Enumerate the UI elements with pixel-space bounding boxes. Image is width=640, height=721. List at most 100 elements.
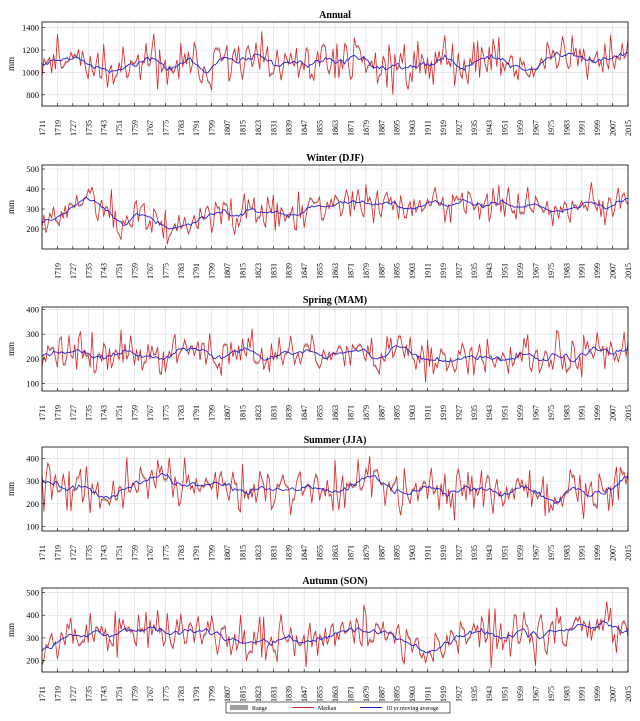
- x-tick-label: 1975: [547, 120, 556, 136]
- panel-2: Winter (DJF) 200 300 400 500 mm 1719 1727 1735 17…: [6, 153, 633, 279]
- x-tick-label: 1807: [223, 263, 232, 279]
- legend-label: Median: [318, 706, 336, 712]
- x-tick-label: 1823: [254, 405, 263, 421]
- x-tick-label: 1991: [578, 545, 587, 561]
- panel-5: Autumn (SON) 200 300 400 500 mm 1711 1719 1727 17…: [6, 576, 633, 702]
- x-tick-label: 1831: [269, 405, 278, 421]
- y-tick-label: 300: [26, 329, 39, 339]
- x-tick-label: 1999: [593, 120, 602, 136]
- x-tick-label: 1903: [408, 120, 417, 136]
- x-tick-label: 2015: [624, 120, 633, 136]
- x-tick-label: 2007: [609, 405, 618, 421]
- x-tick-label: 1935: [470, 120, 479, 136]
- x-tick-label: 1999: [593, 545, 602, 561]
- x-tick-label: 1871: [346, 545, 355, 561]
- x-tick-label: 1983: [562, 120, 571, 136]
- x-tick-label: 2007: [609, 263, 618, 279]
- x-tick-label: 1783: [177, 545, 186, 561]
- y-tick-label: 400: [26, 610, 39, 620]
- x-tick-label: 1895: [393, 545, 402, 561]
- x-tick-label: 1975: [547, 545, 556, 561]
- panel-title: Autumn (SON): [302, 576, 367, 587]
- y-tick-label: 100: [26, 379, 39, 389]
- x-tick-label: 2015: [624, 545, 633, 561]
- x-tick-label: 1711: [38, 405, 47, 421]
- x-tick-label: 1911: [424, 405, 433, 421]
- x-tick-label: 1911: [424, 120, 433, 136]
- panel-title: Annual: [319, 10, 351, 21]
- y-tick-label: 1200: [22, 45, 39, 55]
- x-tick-label: 1879: [362, 686, 371, 702]
- x-tick-label: 1847: [300, 405, 309, 421]
- x-tick-label: 1903: [408, 405, 417, 421]
- x-tick-label: 1759: [131, 120, 140, 136]
- x-tick-label: 1751: [115, 405, 124, 421]
- x-tick-label: 1919: [439, 545, 448, 561]
- y-tick-label: 200: [26, 354, 39, 364]
- x-tick-label: 1807: [223, 405, 232, 421]
- x-tick-label: 1783: [177, 405, 186, 421]
- panel-4: Summer (JJA) 100 200 300 400 mm 1711 1719 1727 17…: [6, 435, 633, 561]
- x-tick-label: 1823: [254, 120, 263, 136]
- x-tick-label: 1967: [531, 263, 540, 279]
- x-tick-label: 1927: [454, 263, 463, 279]
- legend-swatch-range: [230, 705, 248, 710]
- x-tick-label: 1999: [593, 686, 602, 702]
- x-tick-label: 1951: [501, 545, 510, 561]
- x-tick-label: 1959: [516, 686, 525, 702]
- x-tick-label: 1967: [531, 686, 540, 702]
- x-tick-label: 1927: [454, 405, 463, 421]
- x-tick-label: 1735: [84, 405, 93, 421]
- x-tick-label: 1719: [53, 405, 62, 421]
- y-tick-label: 500: [26, 164, 39, 174]
- x-tick-label: 1775: [161, 686, 170, 702]
- range-band: [42, 29, 628, 97]
- x-tick-label: 1935: [470, 263, 479, 279]
- x-tick-label: 1943: [485, 263, 494, 279]
- x-tick-label: 1951: [501, 120, 510, 136]
- x-tick-label: 1767: [146, 405, 155, 421]
- x-tick-label: 1711: [38, 545, 47, 561]
- x-tick-label: 1743: [100, 405, 109, 421]
- x-tick-label: 1791: [192, 120, 201, 136]
- x-tick-label: 1975: [547, 686, 556, 702]
- x-tick-label: 1887: [377, 263, 386, 279]
- x-tick-label: 1791: [192, 686, 201, 702]
- x-tick-label: 1751: [115, 263, 124, 279]
- x-tick-label: 1855: [316, 686, 325, 702]
- x-tick-label: 2007: [609, 120, 618, 136]
- x-tick-label: 1839: [285, 686, 294, 702]
- x-tick-label: 1863: [331, 545, 340, 561]
- median-line: [41, 601, 629, 668]
- x-tick-label: 1831: [269, 263, 278, 279]
- x-tick-label: 1999: [593, 405, 602, 421]
- y-tick-label: 300: [26, 633, 39, 643]
- y-tick-label: 200: [26, 224, 39, 234]
- y-tick-label: 200: [26, 656, 39, 666]
- y-axis-label: mm: [6, 482, 16, 496]
- x-tick-label: 1863: [331, 405, 340, 421]
- legend-label: Range: [252, 706, 268, 712]
- x-tick-label: 1887: [377, 545, 386, 561]
- x-tick-label: 1879: [362, 405, 371, 421]
- legend: Range Median 10 yr moving average: [225, 701, 451, 714]
- x-tick-label: 1727: [69, 545, 78, 561]
- x-tick-label: 1919: [439, 405, 448, 421]
- x-tick-label: 1823: [254, 545, 263, 561]
- x-tick-label: 1759: [131, 686, 140, 702]
- x-tick-label: 1911: [424, 263, 433, 279]
- y-tick-label: 400: [26, 184, 39, 194]
- x-tick-label: 1839: [285, 405, 294, 421]
- x-tick-label: 1919: [439, 686, 448, 702]
- y-tick-label: 1400: [22, 23, 39, 33]
- x-tick-label: 1831: [269, 686, 278, 702]
- x-tick-label: 1775: [161, 120, 170, 136]
- x-tick-label: 1799: [208, 545, 217, 561]
- x-tick-label: 1831: [269, 120, 278, 136]
- x-tick-label: 1743: [100, 545, 109, 561]
- x-tick-label: 1735: [84, 686, 93, 702]
- x-tick-label: 1847: [300, 263, 309, 279]
- range-band: [42, 180, 628, 246]
- x-tick-label: 1991: [578, 263, 587, 279]
- x-tick-label: 1959: [516, 120, 525, 136]
